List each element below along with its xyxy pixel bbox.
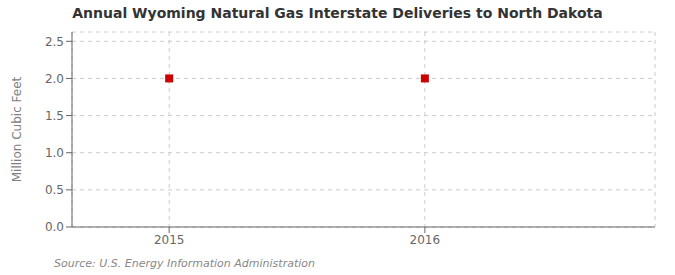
svg-text:0.5: 0.5 [45, 183, 64, 197]
svg-text:0.0: 0.0 [45, 220, 64, 234]
svg-text:1.0: 1.0 [45, 146, 64, 160]
svg-text:2015: 2015 [154, 233, 185, 247]
html-text:Annual Wyoming Natural Gas Int: Annual Wyoming Natural Gas Interstate De… [72, 5, 603, 21]
svg-text:1.5: 1.5 [45, 109, 64, 123]
svg-text:2016: 2016 [410, 233, 441, 247]
svg-text:2.5: 2.5 [45, 35, 64, 49]
svg-text:2.0: 2.0 [45, 72, 64, 86]
svg-text:Million Cubic Feet: Million Cubic Feet [10, 76, 24, 182]
html-text:Source: U.S. Energy Informatio: Source: U.S. Energy Information Administ… [54, 257, 315, 270]
